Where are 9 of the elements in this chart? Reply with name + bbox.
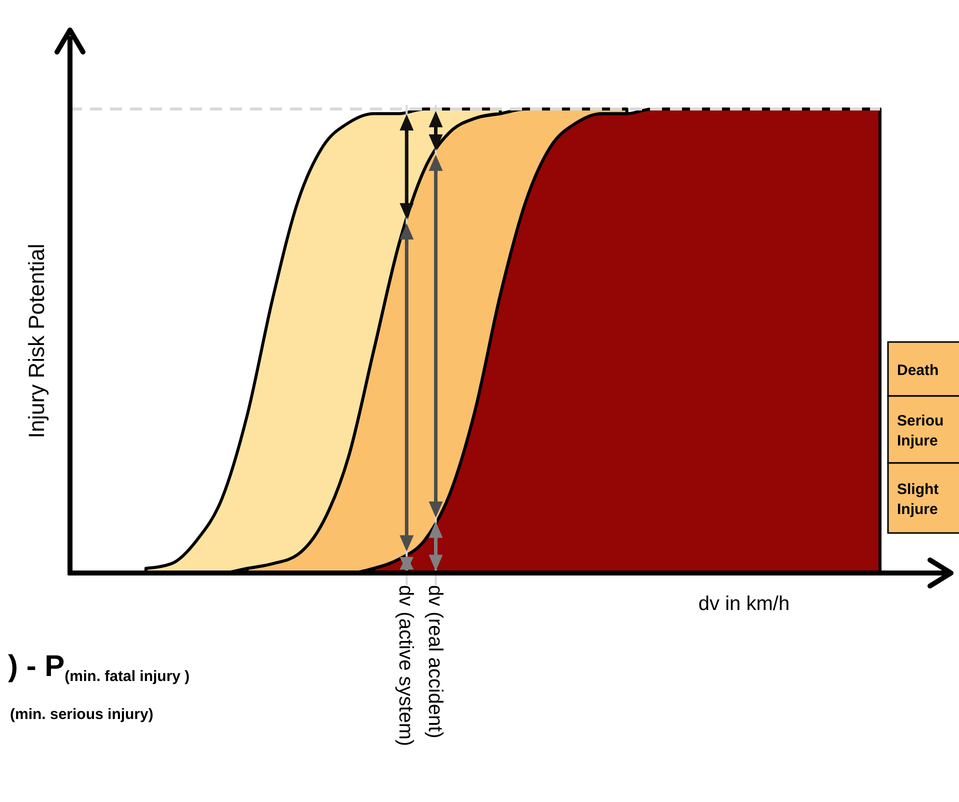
text: Death [897,362,939,379]
text: dv (real accident) [424,585,446,738]
x-axis-title: dv in km/h [698,593,790,615]
text: Slight Injure [897,481,939,518]
text: ) - P$_{(min. fatal injury )}$ [8,650,190,684]
y-axis-title: Injury Risk Potential [24,244,49,438]
text: Seriou Injure [897,412,944,450]
text: (min. serious injury) [10,706,154,722]
text: dv (active system) [394,585,417,746]
